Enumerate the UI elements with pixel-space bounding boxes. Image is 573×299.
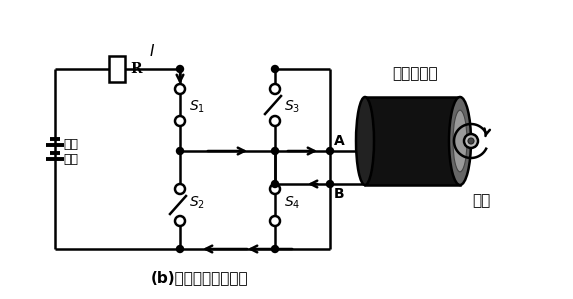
Text: B: B <box>334 187 344 201</box>
Circle shape <box>176 147 183 155</box>
Ellipse shape <box>449 97 471 185</box>
Circle shape <box>270 184 280 194</box>
Bar <box>365 97 460 185</box>
Circle shape <box>270 116 280 126</box>
Ellipse shape <box>453 110 467 172</box>
Text: $S_4$: $S_4$ <box>284 195 300 211</box>
Circle shape <box>464 134 478 148</box>
Text: R: R <box>130 62 142 76</box>
Text: 直流电动机: 直流电动机 <box>392 66 438 81</box>
Circle shape <box>272 245 278 252</box>
Circle shape <box>272 181 278 187</box>
Circle shape <box>272 65 278 72</box>
Circle shape <box>175 84 185 94</box>
Text: $S_2$: $S_2$ <box>189 195 205 211</box>
Circle shape <box>270 84 280 94</box>
Circle shape <box>468 138 474 144</box>
Circle shape <box>175 116 185 126</box>
Text: 正转: 正转 <box>472 193 490 208</box>
Text: A: A <box>334 134 345 148</box>
Circle shape <box>175 216 185 226</box>
Circle shape <box>272 147 278 155</box>
Circle shape <box>176 245 183 252</box>
Text: (b)电动机正转的情况: (b)电动机正转的情况 <box>151 270 249 285</box>
Circle shape <box>327 147 333 155</box>
Text: $S_3$: $S_3$ <box>284 99 300 115</box>
Circle shape <box>270 216 280 226</box>
Text: $S_1$: $S_1$ <box>189 99 205 115</box>
Text: 直流
电源: 直流 电源 <box>63 138 78 166</box>
Ellipse shape <box>356 97 374 185</box>
Bar <box>109 56 125 82</box>
Text: $I$: $I$ <box>149 43 155 59</box>
Circle shape <box>175 184 185 194</box>
Circle shape <box>176 65 183 72</box>
Circle shape <box>327 181 333 187</box>
